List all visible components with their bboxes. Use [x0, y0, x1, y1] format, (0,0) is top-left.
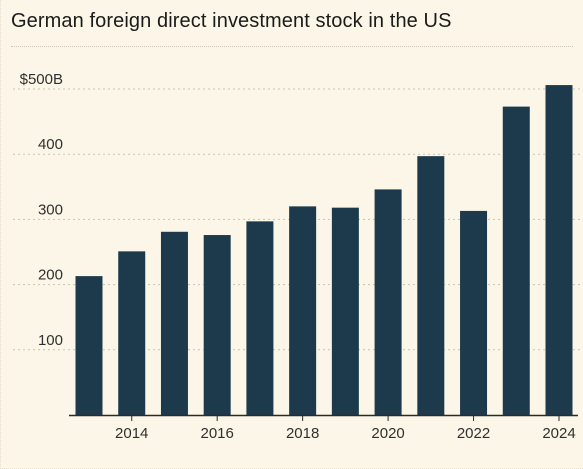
bars	[75, 85, 573, 415]
bar-2014	[118, 251, 146, 415]
y-tick-label: 400	[38, 136, 63, 153]
bar-2016	[203, 235, 231, 415]
x-tick-label: 2020	[371, 425, 404, 442]
x-tick-label: 2022	[457, 425, 490, 442]
title-divider	[11, 46, 573, 47]
y-tick-label: 300	[38, 201, 63, 218]
x-tick-label: 2014	[115, 425, 148, 442]
y-tick-label: 200	[38, 267, 63, 284]
y-tick-label: $500B	[20, 71, 63, 88]
x-axis-ticks: 2014 2016 2018 2020 2022 2024	[115, 415, 576, 442]
y-tick-label: 100	[38, 332, 63, 349]
bar-2022	[460, 210, 488, 415]
x-tick-label: 2024	[542, 425, 575, 442]
x-tick-label: 2016	[200, 425, 233, 442]
y-axis-ticks: 100 200 300 400 $500B	[20, 71, 63, 349]
x-tick-label: 2018	[286, 425, 319, 442]
bar-2024	[545, 85, 573, 415]
bar-2019	[331, 207, 359, 415]
bar-2020	[374, 189, 402, 415]
bar-2023	[502, 106, 530, 415]
bar-2013	[75, 276, 103, 415]
bar-2015	[160, 231, 188, 415]
bar-2018	[289, 206, 317, 415]
chart-title: German foreign direct investment stock i…	[11, 10, 452, 32]
bar-2021	[417, 156, 445, 415]
bar-2017	[246, 221, 274, 415]
